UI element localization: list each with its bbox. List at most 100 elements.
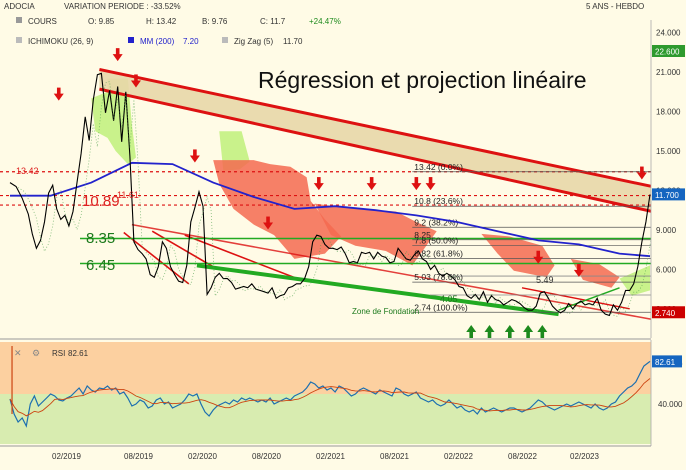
regression-lower-line <box>99 87 651 213</box>
price-tick-6: 21.000 <box>656 68 681 77</box>
price-tick-1: 6.000 <box>656 265 677 274</box>
rsi-label: RSI <box>52 349 65 358</box>
sell-arrow-4 <box>263 222 274 230</box>
buy-arrow-stem-4 <box>540 331 545 338</box>
rsi-neutral-zone <box>0 394 651 444</box>
rsi-last-tag: 82.61 <box>655 358 676 367</box>
sell-arrow-11 <box>636 172 647 180</box>
channel-seg-2 <box>151 230 214 268</box>
sell-arrow-stem-11 <box>640 166 644 174</box>
sell-arrow-stem-6 <box>369 177 374 185</box>
level-label-10-89: 10.89 <box>82 193 120 210</box>
fibo-label-2: 9.2 (38.2%) <box>414 217 458 227</box>
support-label-4-05: 4.05 <box>440 294 458 304</box>
x-tick-8: 02/2023 <box>570 452 599 461</box>
x-tick-0: 02/2019 <box>52 452 81 461</box>
level-label-8-35: 8.35 <box>86 230 115 247</box>
level-labels: 10.89 11.61 13.42 8.35 6.45 Zone de Fond… <box>16 166 554 316</box>
buy-arrow-0 <box>466 325 477 332</box>
period-label: 5 ANS - HEBDO <box>586 2 644 11</box>
price-tick-7: 24.000 <box>656 29 681 38</box>
x-tick-6: 02/2022 <box>444 452 473 461</box>
buy-arrow-2 <box>504 325 515 332</box>
mm200-line <box>10 161 651 258</box>
ichimoku-legend-label: ICHIMOKU (26, 9) <box>28 37 94 46</box>
sell-arrow-6 <box>366 183 377 191</box>
fibo-label-5: 6.82 (61.8%) <box>414 249 463 259</box>
fibo-label-4: 7.8 (50.0%) <box>414 236 458 246</box>
buy-arrow-stem-0 <box>469 331 474 338</box>
channel-seg-4 <box>521 287 630 310</box>
rsi-signal-line <box>9 378 651 417</box>
zone-label: Zone de Fondation <box>352 307 419 316</box>
rsi-last-tag-bg <box>652 355 682 368</box>
sell-arrow-1 <box>112 54 123 62</box>
zigzag-legend-label: Zig Zag (5) <box>234 37 273 46</box>
x-tick-1: 08/2019 <box>124 452 153 461</box>
level-label-6-45: 6.45 <box>86 257 115 274</box>
sell-arrow-3 <box>189 155 200 163</box>
price-tick-5: 18.000 <box>656 108 681 117</box>
buy-arrow-4 <box>537 325 548 332</box>
variation-label: VARIATION PERIODE : -33.52% <box>64 2 181 11</box>
last-price-tag: 11.700 <box>655 191 679 200</box>
rsi-value: 82.61 <box>68 349 89 358</box>
kumo-bull-2 <box>91 91 108 138</box>
fibo-label-3: 8.25 <box>414 230 431 240</box>
sell-arrow-5 <box>313 183 324 191</box>
cours-legend-label: COURS <box>28 17 57 26</box>
sell-arrow-stem-8 <box>428 177 433 185</box>
sell-arrow-stem-4 <box>266 216 270 224</box>
x-tick-5: 08/2021 <box>380 452 409 461</box>
rsi-close-icon[interactable]: ✕ <box>14 348 22 358</box>
x-tick-2: 02/2020 <box>188 452 217 461</box>
regression-upper-line <box>99 67 651 188</box>
low-value: B: 9.76 <box>202 17 228 26</box>
sell-arrow-10 <box>573 269 584 277</box>
buy-arrow-stem-2 <box>508 331 512 338</box>
high-value: H: 13.42 <box>146 17 177 26</box>
channel-seg-3 <box>184 234 301 281</box>
chart-header: ADOCIA VARIATION PERIODE : -33.52% 5 ANS… <box>4 2 644 46</box>
kumo-bear-4 <box>570 258 620 288</box>
mm-legend-label: MM (200) <box>140 37 175 46</box>
close-value: C: 11.7 <box>260 17 286 26</box>
rsi-header: ✕ ⚙ RSI 82.61 <box>14 348 89 358</box>
sell-arrow-7 <box>411 183 422 191</box>
buy-arrow-1 <box>484 325 495 332</box>
buy-arrow-stem-1 <box>487 331 492 338</box>
open-value: O: 9.85 <box>88 17 115 26</box>
low-price-tag-bg <box>652 306 685 319</box>
sell-arrow-stem-0 <box>56 87 61 95</box>
sell-arrow-stem-2 <box>134 74 138 82</box>
sell-arrow-stem-3 <box>193 149 197 157</box>
resistance-label-5-49: 5.49 <box>536 275 554 285</box>
cloud-top-tag-bg <box>652 44 685 57</box>
lower-channel-line <box>131 223 651 320</box>
support-line <box>196 263 559 317</box>
sell-arrow-2 <box>130 80 141 88</box>
zigzag-legend-swatch <box>222 37 228 43</box>
x-tick-7: 08/2022 <box>508 452 537 461</box>
rsi-overbought-zone <box>0 342 651 394</box>
kumo-bear-2 <box>314 203 437 266</box>
support-line-2 <box>558 287 620 311</box>
chart-title: Régression et projection linéaire <box>258 67 587 93</box>
level-label-13-42: 13.42 <box>16 166 39 176</box>
fibo-label-0: 13.42 (0.0%) <box>414 162 463 172</box>
change-percent: +24.47% <box>309 17 341 26</box>
ticker-label: ADOCIA <box>4 2 35 11</box>
rsi-tick-0: 40.000 <box>658 400 683 409</box>
buy-arrow-stem-3 <box>526 331 530 338</box>
kumo-bear-3 <box>481 233 555 278</box>
last-price-tag-bg <box>652 188 685 201</box>
fibo-label-7: 2.74 (100.0%) <box>414 302 468 312</box>
fibo-label-6: 5.03 (78.6%) <box>414 272 463 282</box>
rsi-gear-icon[interactable]: ⚙ <box>32 348 40 358</box>
mm-legend-value: 7.20 <box>183 37 199 46</box>
fibo-label-1: 10.8 (23.6%) <box>414 196 463 206</box>
sell-arrow-0 <box>53 93 64 101</box>
cloud-top-tag: 22.600 <box>655 47 680 56</box>
